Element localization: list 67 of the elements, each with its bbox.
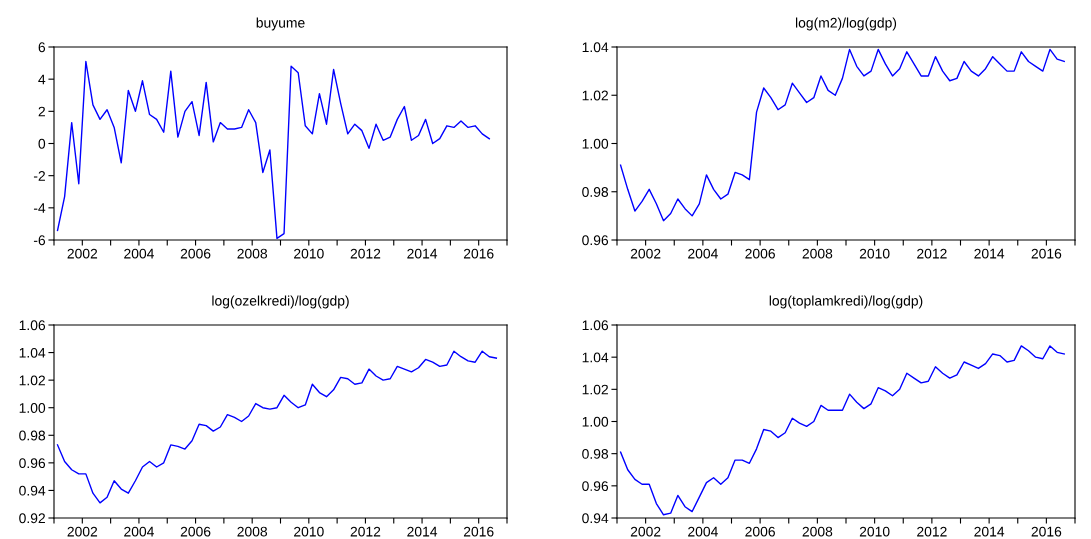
y-tick-label: 1.06: [582, 320, 609, 331]
x-tick-label: 2014: [407, 248, 438, 259]
x-tick-label: 2004: [688, 526, 718, 537]
x-tick-label: 2010: [294, 526, 324, 537]
y-tick-label: 1.04: [19, 347, 46, 358]
x-tick-label: 2006: [745, 248, 775, 259]
x-tick-label: 2010: [859, 526, 890, 537]
y-tick-label: 6: [38, 42, 46, 53]
y-tick-label: -4: [33, 203, 46, 213]
x-tick-label: 2008: [802, 248, 833, 259]
y-tick-label: -6: [33, 235, 46, 246]
x-tick-label: 2002: [630, 248, 661, 259]
x-tick-label: 2004: [124, 248, 154, 259]
x-tick-label: 2012: [350, 526, 381, 537]
x-tick-label: 2014: [974, 248, 1005, 259]
x-tick-label: 2006: [745, 526, 775, 537]
x-tick-label: 2004: [688, 248, 718, 259]
y-tick-label: 1.02: [582, 90, 608, 101]
x-tick-label: 2016: [1031, 526, 1062, 537]
line-series: [56, 350, 498, 504]
x-tick-label: 2016: [463, 526, 494, 537]
x-tick-label: 2014: [974, 526, 1005, 537]
x-tick-label: 2012: [917, 248, 947, 259]
y-tick-label: 1.02: [19, 375, 45, 386]
x-tick-label: 2010: [294, 248, 324, 259]
x-tick-label: 2004: [124, 526, 154, 537]
line-series: [619, 345, 1065, 516]
x-tick-label: 2002: [630, 526, 661, 537]
y-tick-label: 1.02: [582, 384, 608, 395]
y-tick-label: 2: [38, 106, 45, 117]
x-tick-label: 2008: [802, 526, 833, 537]
x-tick-label: 2006: [180, 248, 211, 259]
y-tick-label: 1.00: [582, 138, 609, 149]
x-tick-label: 2012: [350, 248, 381, 259]
y-tick-label: 0.98: [582, 187, 609, 197]
y-tick-label: 0.94: [19, 485, 46, 496]
y-tick-label: 1.00: [582, 416, 609, 427]
x-tick-label: 2016: [1031, 248, 1062, 259]
chart-title: log(m2)/log(gdp): [795, 17, 897, 31]
y-tick-label: -2: [33, 171, 45, 181]
y-tick-label: 1.04: [582, 42, 609, 53]
x-tick-label: 2002: [67, 526, 98, 537]
y-tick-label: 0.96: [582, 481, 609, 491]
chart-title: log(ozelkredi)/log(gdp): [212, 295, 349, 309]
x-tick-label: 2010: [859, 248, 890, 259]
y-tick-label: 0.96: [582, 235, 609, 246]
x-tick-label: 2002: [67, 248, 98, 259]
y-tick-label: 1.06: [19, 320, 46, 331]
x-tick-label: 2008: [237, 248, 268, 259]
y-tick-label: 1.04: [582, 352, 609, 363]
line-series: [56, 60, 490, 240]
x-tick-label: 2016: [463, 248, 494, 259]
x-tick-label: 2006: [180, 526, 211, 537]
y-tick-label: 0.96: [19, 458, 46, 469]
x-tick-label: 2014: [407, 526, 438, 537]
y-tick-label: 0: [38, 138, 46, 149]
y-tick-label: 0.92: [19, 513, 45, 524]
y-tick-label: 1.00: [19, 403, 46, 413]
y-tick-label: 0.98: [19, 430, 46, 441]
chart-title: log(toplamkredi)/log(gdp): [769, 295, 923, 309]
x-tick-label: 2012: [917, 526, 947, 537]
y-tick-label: 0.98: [582, 449, 609, 459]
y-tick-label: 0.94: [582, 513, 609, 524]
y-tick-label: 4: [38, 74, 46, 85]
x-tick-label: 2008: [237, 526, 268, 537]
chart-title: buyume: [256, 17, 305, 31]
line-series: [619, 48, 1065, 222]
